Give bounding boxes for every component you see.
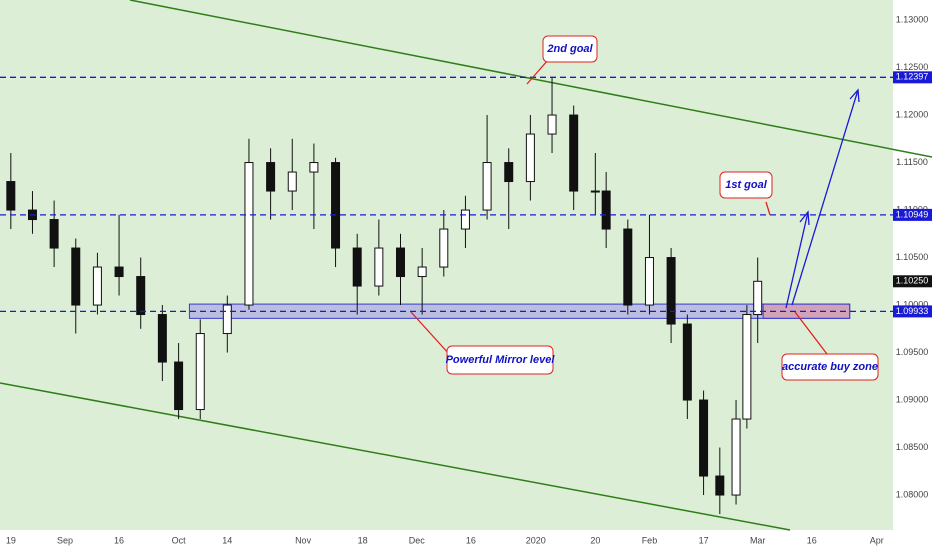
candle-body — [287, 171, 297, 192]
y-tick-label: 1.13000 — [896, 14, 929, 24]
candle-body — [374, 247, 384, 287]
x-tick-label: 17 — [699, 535, 709, 545]
candle-body — [352, 247, 362, 287]
candle-body — [525, 133, 535, 183]
candle-body — [644, 257, 654, 306]
candle-body — [49, 219, 59, 249]
candle-body — [742, 314, 752, 420]
candle-body — [92, 266, 102, 306]
candle-body — [195, 333, 205, 411]
candle-body — [417, 266, 427, 278]
annotation-text: accurate buy zone — [782, 361, 878, 373]
candle-body — [590, 190, 600, 193]
y-tick-label: 1.12500 — [896, 62, 929, 72]
y-tick-label: 1.12000 — [896, 109, 929, 119]
candle-body — [666, 257, 676, 325]
x-tick-label: 2020 — [526, 535, 546, 545]
x-tick-label: 18 — [358, 535, 368, 545]
x-tick-label: Oct — [172, 535, 187, 545]
y-tick-label: 1.08500 — [896, 442, 929, 452]
x-tick-label: Apr — [870, 535, 884, 545]
candle-body — [547, 114, 557, 135]
candle-body — [753, 280, 763, 316]
x-tick-label: Dec — [409, 535, 426, 545]
candle-body — [731, 418, 741, 496]
annotation: 2nd goal — [542, 35, 598, 63]
candle-body — [699, 399, 709, 477]
candle-body — [601, 190, 611, 230]
x-tick-label: Feb — [642, 535, 658, 545]
last-price-label: 1.10250 — [896, 276, 929, 286]
candle-body — [715, 475, 725, 496]
y-tick-label: 1.09000 — [896, 394, 929, 404]
candle-body — [157, 314, 167, 363]
candle-body — [569, 114, 579, 192]
x-tick-label: 16 — [466, 535, 476, 545]
y-tick-label: 1.08000 — [896, 489, 929, 499]
candle-body — [266, 162, 276, 192]
x-tick-label: Nov — [295, 535, 312, 545]
level-label-box — [893, 208, 932, 221]
candle-body — [174, 361, 184, 411]
x-tick-label: 20 — [590, 535, 600, 545]
x-tick-label: Sep — [57, 535, 73, 545]
y-tick-label: 1.09500 — [896, 347, 929, 357]
candle-body — [439, 228, 449, 268]
level-label: 1.10949 — [896, 209, 929, 219]
level-label: 1.12397 — [896, 72, 929, 82]
annotation: Powerful Mirror level — [446, 345, 556, 375]
candle-body — [114, 266, 124, 278]
candle-body — [460, 209, 470, 230]
time-axis — [0, 530, 932, 550]
annotation-text: Powerful Mirror level — [446, 354, 556, 366]
x-tick-label: 19 — [6, 535, 16, 545]
y-tick-label: 1.10500 — [896, 252, 929, 262]
level-label: 1.09933 — [896, 306, 929, 316]
candle-body — [623, 228, 633, 306]
candle-body — [504, 162, 514, 183]
candle-body — [136, 276, 146, 316]
x-tick-label: Mar — [750, 535, 766, 545]
annotation-text: 2nd goal — [546, 43, 593, 55]
level-label-box — [893, 305, 932, 318]
candle-body — [222, 304, 232, 335]
annotation: 1st goal — [719, 171, 773, 199]
candle-body — [309, 162, 319, 173]
lower-trendline — [0, 382, 791, 531]
candle-body — [6, 181, 16, 211]
x-tick-label: 16 — [807, 535, 817, 545]
last-price-box — [893, 275, 932, 288]
buy-zone — [762, 303, 851, 319]
y-tick-label: 1.10000 — [896, 299, 929, 309]
candle-body — [682, 323, 692, 401]
level-label-box — [893, 71, 932, 84]
candle-body — [71, 247, 81, 306]
candle-body — [482, 162, 492, 211]
candle-body — [331, 162, 341, 249]
x-tick-label: 16 — [114, 535, 124, 545]
annotation: accurate buy zone — [781, 353, 879, 381]
price-axis — [893, 0, 932, 550]
annotation-text: 1st goal — [725, 179, 768, 191]
candle-body — [244, 162, 254, 306]
x-tick-label: 14 — [222, 535, 232, 545]
arrows — [410, 59, 860, 359]
candle-body — [395, 247, 405, 278]
y-tick-label: 1.11500 — [896, 157, 928, 167]
